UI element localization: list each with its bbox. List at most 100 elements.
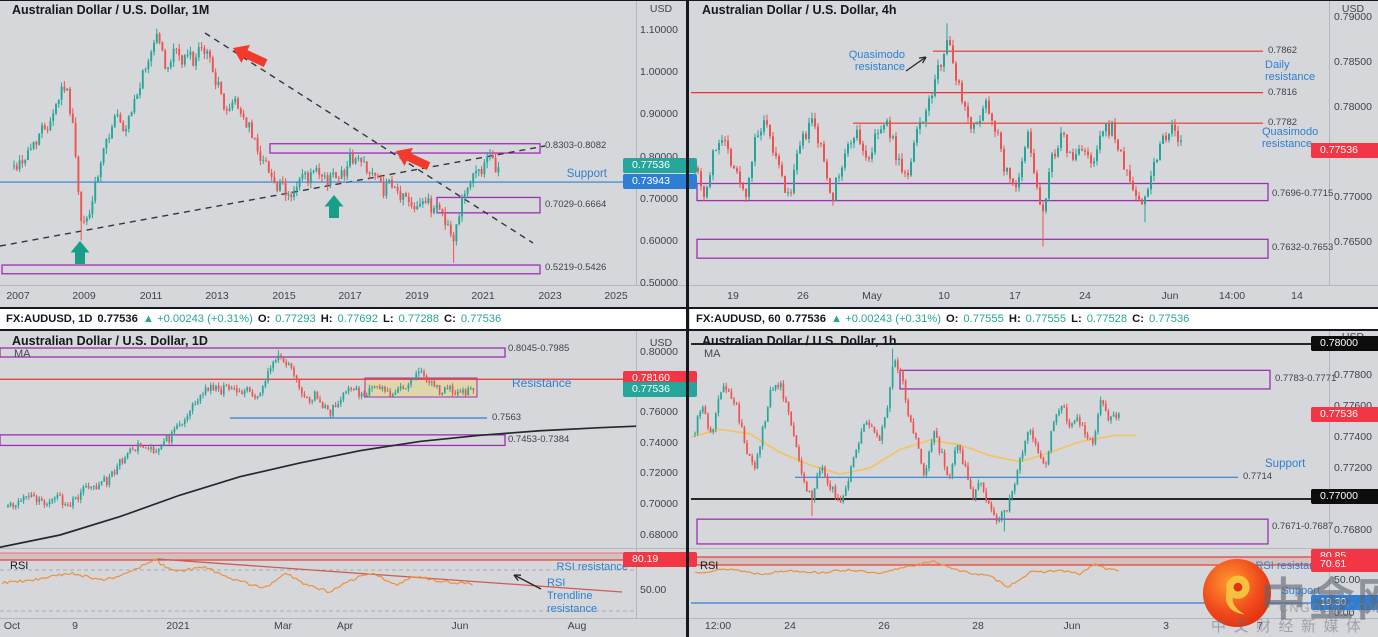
candle-body bbox=[859, 129, 861, 144]
candle-body bbox=[178, 424, 181, 426]
candle-body bbox=[1016, 470, 1019, 484]
candle-body bbox=[1060, 132, 1062, 149]
candle-body bbox=[904, 380, 907, 401]
candle-body bbox=[133, 99, 136, 113]
dashed-trendline[interactable] bbox=[204, 32, 534, 244]
panel-br[interactable] bbox=[691, 343, 1329, 545]
candle-body bbox=[805, 481, 808, 492]
candle-body bbox=[293, 190, 295, 198]
candle-body bbox=[384, 386, 386, 392]
candle-body bbox=[13, 165, 15, 167]
rsi-pane-separator bbox=[0, 548, 1378, 549]
candle-body bbox=[51, 499, 54, 502]
candle-body bbox=[898, 158, 900, 161]
candle-body bbox=[1065, 407, 1068, 422]
candle-body bbox=[235, 388, 238, 393]
candle-body bbox=[832, 192, 834, 201]
vertical-panel-divider[interactable] bbox=[686, 0, 689, 637]
candle-body bbox=[920, 448, 923, 464]
candle-body bbox=[954, 450, 956, 464]
candle-body bbox=[168, 435, 171, 443]
rsi-trendline[interactable] bbox=[156, 558, 623, 593]
candle-body bbox=[461, 198, 463, 217]
candle-body bbox=[102, 148, 105, 163]
candle-body bbox=[311, 400, 314, 402]
candle-body bbox=[74, 122, 77, 157]
candle-body bbox=[412, 378, 415, 380]
candle-body bbox=[922, 121, 924, 123]
dashed-trendline[interactable] bbox=[0, 145, 546, 247]
candle-body bbox=[784, 175, 786, 193]
candle-body bbox=[933, 431, 936, 443]
panel-tr[interactable] bbox=[691, 23, 1269, 259]
red-arrow-drawing[interactable] bbox=[392, 142, 433, 175]
candle-body bbox=[808, 491, 811, 493]
supply-demand-zone[interactable] bbox=[696, 518, 1269, 545]
candle-body bbox=[430, 198, 433, 213]
candle-body bbox=[1147, 189, 1149, 197]
supply-demand-zone[interactable] bbox=[696, 238, 1269, 259]
candle-body bbox=[394, 392, 397, 395]
candle-body bbox=[458, 216, 461, 225]
green-arrow-drawing[interactable] bbox=[324, 195, 344, 218]
time-axis-separator-top bbox=[0, 285, 1378, 286]
candle-body bbox=[715, 150, 717, 151]
candle-body bbox=[77, 496, 80, 500]
supply-demand-zone[interactable] bbox=[436, 196, 541, 214]
candle-body bbox=[321, 401, 324, 408]
candle-body bbox=[1117, 413, 1120, 418]
red-arrow-drawing[interactable] bbox=[229, 39, 270, 72]
candle-body bbox=[835, 177, 837, 201]
horizontal-panel-divider-lower[interactable] bbox=[0, 329, 1378, 331]
candle-body bbox=[20, 500, 22, 502]
candle-body bbox=[358, 387, 360, 397]
supply-demand-zone[interactable] bbox=[899, 369, 1271, 390]
candle-body bbox=[891, 366, 894, 388]
panel-tl[interactable] bbox=[0, 28, 636, 275]
green-arrow-drawing[interactable] bbox=[70, 241, 90, 264]
moving-average-line[interactable] bbox=[0, 425, 637, 548]
candle-body bbox=[1024, 147, 1026, 162]
moving-average-line[interactable] bbox=[691, 428, 1136, 476]
candle-body bbox=[1090, 155, 1092, 164]
candle-body bbox=[354, 158, 357, 164]
status-segment: 0.77536 bbox=[785, 313, 826, 325]
candle-body bbox=[46, 129, 49, 131]
candle-body bbox=[82, 486, 85, 493]
candle-body bbox=[122, 122, 125, 132]
candle-body bbox=[136, 95, 139, 100]
candle-body bbox=[88, 213, 91, 218]
rsi-pane-br[interactable] bbox=[691, 556, 1329, 604]
candle-body bbox=[105, 477, 108, 485]
candle-body bbox=[844, 488, 847, 496]
candle-body bbox=[90, 486, 93, 488]
candle-body bbox=[964, 101, 966, 107]
candle-body bbox=[463, 193, 466, 199]
candle-body bbox=[760, 131, 762, 136]
candle-body bbox=[94, 182, 97, 202]
supply-demand-zone[interactable] bbox=[0, 434, 506, 447]
horizontal-panel-divider-upper[interactable] bbox=[0, 307, 1378, 309]
candle-body bbox=[844, 153, 846, 168]
panel-bl[interactable] bbox=[0, 347, 637, 548]
candle-body bbox=[988, 100, 990, 114]
candle-body bbox=[225, 385, 228, 387]
candle-body bbox=[919, 122, 921, 129]
supply-demand-zone[interactable] bbox=[0, 347, 506, 358]
candle-body bbox=[1150, 175, 1152, 190]
supply-demand-zone[interactable] bbox=[1, 264, 541, 275]
candle-body bbox=[1019, 458, 1021, 471]
candle-body bbox=[948, 475, 951, 477]
candle-body bbox=[147, 448, 150, 450]
candle-body bbox=[430, 381, 433, 383]
candle-body bbox=[1126, 169, 1128, 171]
supply-demand-zone[interactable] bbox=[696, 182, 1269, 202]
candle-body bbox=[1087, 151, 1089, 156]
highlight-zone[interactable] bbox=[364, 377, 478, 398]
candle-body bbox=[997, 131, 999, 133]
candle-body bbox=[763, 120, 765, 132]
candle-body bbox=[967, 106, 969, 118]
rsi-pane-bl[interactable] bbox=[0, 552, 637, 612]
candle-body bbox=[1026, 432, 1029, 441]
